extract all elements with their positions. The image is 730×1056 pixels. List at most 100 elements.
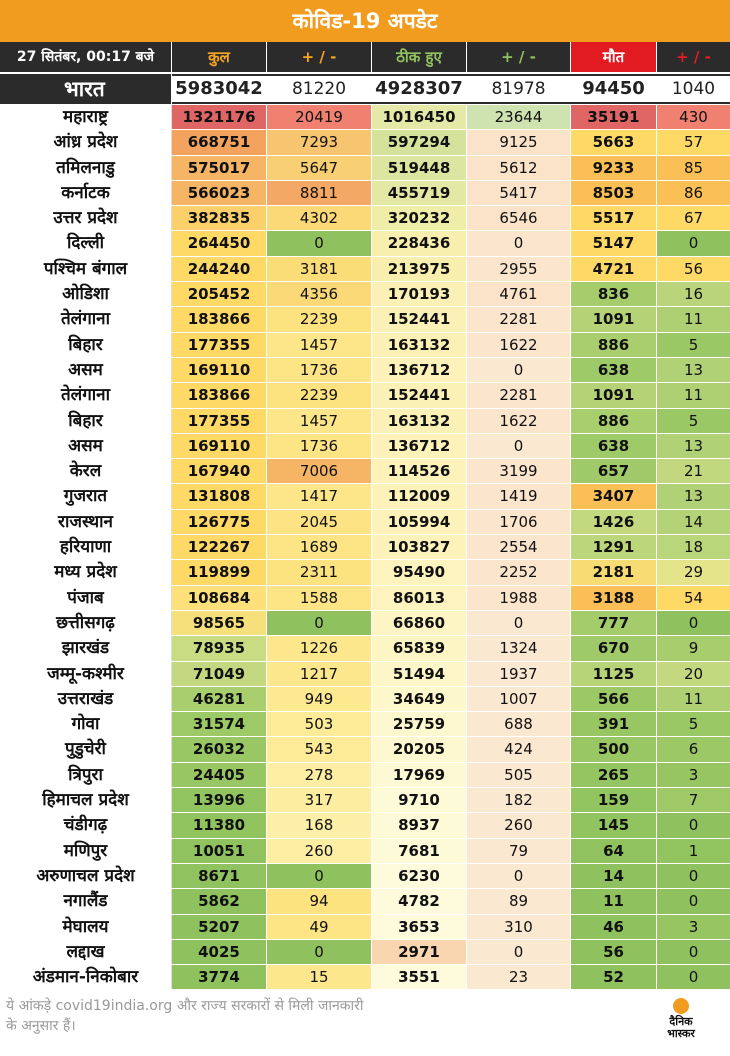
deaths-cell: 886 [571, 408, 657, 433]
total-change-cell: 1736 [267, 357, 372, 383]
deaths-change-cell: 430 [657, 105, 730, 130]
recovered-cell: 112009 [372, 484, 467, 509]
total-header: कुल [172, 42, 267, 72]
recovered-cell: 320232 [372, 206, 467, 231]
state-name: लद्दाख [0, 939, 172, 965]
total-change-cell: 5647 [267, 155, 372, 180]
india-recovered: 4928307 [372, 76, 467, 102]
recovered-change-cell: 5417 [467, 180, 571, 206]
deaths-change-cell: 21 [657, 459, 730, 484]
logo-line2: भास्कर [667, 1027, 695, 1040]
deaths-cell: 836 [571, 282, 657, 307]
state-name: तेलंगाना [0, 307, 172, 332]
state-table: महाराष्ट्र 1321176 20419 1016450 23644 35191 4… [0, 105, 730, 991]
table-row: महाराष्ट्र 1321176 20419 1016450 23644 35191 4… [0, 105, 730, 131]
recovered-change-cell: 688 [467, 712, 571, 737]
table-row: केरल 167940 7006 114526 3199 657 21 [0, 459, 730, 485]
deaths-cell: 159 [571, 788, 657, 813]
total-cell: 575017 [172, 155, 267, 180]
total-cell: 122267 [172, 535, 267, 560]
state-name: बिहार [0, 408, 172, 433]
total-cell: 3774 [172, 965, 267, 990]
table-row: अरुणाचल प्रदेश 8671 0 6230 0 14 0 [0, 863, 730, 890]
total-cell: 169110 [172, 433, 267, 459]
recovered-change-cell: 4761 [467, 282, 571, 307]
state-name: असम [0, 433, 172, 459]
deaths-change-cell: 86 [657, 180, 730, 206]
total-change-cell: 1457 [267, 332, 372, 357]
total-cell: 131808 [172, 484, 267, 509]
recovered-change-cell: 1622 [467, 408, 571, 433]
deaths-change-cell: 11 [657, 383, 730, 408]
table-row: मणिपुर 10051 260 7681 79 64 1 [0, 838, 730, 864]
deaths-change-cell: 56 [657, 256, 730, 282]
total-change-cell: 2311 [267, 560, 372, 585]
recovered-change-cell: 0 [467, 863, 571, 889]
deaths-cell: 777 [571, 610, 657, 636]
recovered-cell: 6230 [372, 863, 467, 889]
recovered-change-cell: 505 [467, 762, 571, 788]
recovered-cell: 9710 [372, 788, 467, 813]
total-change-cell: 543 [267, 737, 372, 762]
recovered-change-cell: 2252 [467, 560, 571, 585]
recovered-cell: 152441 [372, 383, 467, 408]
recovered-change-cell: 1419 [467, 484, 571, 509]
recovered-cell: 103827 [372, 535, 467, 560]
india-recovered-change: 81978 [467, 76, 571, 102]
table-row: पंजाब 108684 1588 86013 1988 3188 54 [0, 585, 730, 611]
total-cell: 26032 [172, 737, 267, 762]
recovered-change-cell: 5612 [467, 155, 571, 180]
total-cell: 126775 [172, 509, 267, 535]
table-row: छत्तीसगढ़ 98565 0 66860 0 777 0 [0, 610, 730, 637]
deaths-change-cell: 11 [657, 307, 730, 332]
deaths-cell: 391 [571, 712, 657, 737]
deaths-change-cell: 3 [657, 762, 730, 788]
recovered-cell: 51494 [372, 661, 467, 686]
total-change-cell: 0 [267, 610, 372, 636]
state-name: पश्चिम बंगाल [0, 256, 172, 282]
india-total-row: भारत 5983042 81220 4928307 81978 94450 1… [0, 74, 730, 104]
recovered-change-cell: 424 [467, 737, 571, 762]
state-name: जम्मू-कश्मीर [0, 661, 172, 686]
total-change-cell: 20419 [267, 105, 372, 130]
state-name: ओडिशा [0, 282, 172, 307]
total-change-cell: 7293 [267, 130, 372, 155]
deaths-change-cell: 0 [657, 610, 730, 636]
deaths-cell: 670 [571, 636, 657, 661]
state-name: पंजाब [0, 585, 172, 610]
recovered-change-cell: 1706 [467, 509, 571, 535]
recovered-cell: 1016450 [372, 105, 467, 130]
recovered-cell: 25759 [372, 712, 467, 737]
deaths-change-cell: 0 [657, 889, 730, 914]
total-cell: 13996 [172, 788, 267, 813]
recovered-change-cell: 260 [467, 813, 571, 838]
deaths-change-cell: 9 [657, 636, 730, 661]
recovered-change-header: + / - [467, 42, 571, 72]
deaths-cell: 638 [571, 357, 657, 383]
recovered-cell: 3653 [372, 914, 467, 939]
recovered-change-cell: 1988 [467, 585, 571, 610]
recovered-change-cell: 310 [467, 914, 571, 939]
deaths-cell: 566 [571, 686, 657, 712]
recovered-change-cell: 1622 [467, 332, 571, 357]
total-cell: 183866 [172, 307, 267, 332]
recovered-change-cell: 23 [467, 965, 571, 990]
deaths-cell: 1091 [571, 307, 657, 332]
recovered-change-cell: 1324 [467, 636, 571, 661]
table-row: आंध्र प्रदेश 668751 7293 597294 9125 5663 57 [0, 130, 730, 156]
total-change-cell: 1226 [267, 636, 372, 661]
total-change-cell: 0 [267, 231, 372, 256]
state-name: कर्नाटक [0, 180, 172, 206]
total-cell: 264450 [172, 231, 267, 256]
deaths-change-cell: 1 [657, 838, 730, 863]
deaths-cell: 52 [571, 965, 657, 990]
state-name: उत्तर प्रदेश [0, 206, 172, 231]
recovered-cell: 8937 [372, 813, 467, 838]
table-row: पुडुचेरी 26032 543 20205 424 500 6 [0, 737, 730, 763]
deaths-cell: 11 [571, 889, 657, 914]
recovered-cell: 65839 [372, 636, 467, 661]
state-name: अंडमान-निकोबार [0, 965, 172, 990]
table-row: राजस्थान 126775 2045 105994 1706 1426 14 [0, 509, 730, 536]
recovered-change-cell: 182 [467, 788, 571, 813]
state-name: गोवा [0, 712, 172, 737]
